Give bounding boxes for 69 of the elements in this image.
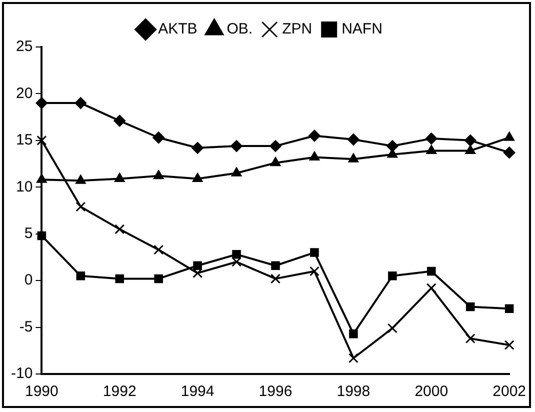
point (270, 140, 282, 152)
point (153, 170, 164, 180)
point (386, 140, 398, 152)
x-tick-label: 1996 (258, 383, 292, 400)
point (232, 256, 242, 267)
point (192, 172, 203, 182)
point (114, 172, 125, 182)
point (349, 329, 358, 338)
point (114, 224, 125, 234)
point (310, 248, 319, 257)
y-tick-label: 5 (24, 225, 33, 242)
point (426, 144, 437, 154)
point (465, 144, 476, 154)
point (464, 134, 476, 146)
point (114, 114, 126, 127)
point (231, 167, 242, 176)
x-tick-label: 1998 (336, 383, 370, 400)
legend-label: NAFN (342, 20, 382, 38)
y-tick-label: -5 (19, 318, 33, 336)
y-tick-label: 15 (16, 132, 33, 149)
x-tick-label: 1994 (180, 383, 214, 400)
point (347, 133, 360, 146)
y-tick-label: 0 (24, 272, 33, 289)
x-tick-label: 2000 (414, 383, 448, 400)
y-tick-label: -10 (10, 365, 33, 382)
point (36, 97, 48, 110)
point (270, 156, 281, 166)
point (232, 250, 241, 259)
point (309, 266, 320, 276)
point (230, 140, 243, 152)
point (466, 302, 475, 312)
point (154, 244, 164, 255)
point (388, 272, 397, 280)
point (425, 132, 438, 145)
point (36, 135, 47, 146)
point (504, 304, 514, 313)
point (193, 261, 202, 270)
x-tick-label: 2002 (492, 383, 526, 400)
point (348, 153, 359, 162)
point (426, 283, 436, 294)
point (270, 274, 280, 284)
point (465, 334, 476, 344)
point (503, 146, 516, 159)
legend-label: ZPN (282, 20, 312, 38)
point (76, 272, 86, 280)
x-tick-label: 1990 (24, 383, 58, 400)
point (152, 132, 165, 144)
point (504, 132, 515, 141)
point (308, 130, 320, 142)
point (74, 97, 87, 110)
y-tick-label: 20 (16, 84, 33, 102)
point (348, 353, 358, 364)
legend-label: OB. (226, 20, 253, 38)
point (192, 142, 204, 154)
point (309, 151, 320, 160)
point (115, 274, 124, 284)
point (504, 340, 514, 350)
point (154, 274, 163, 284)
point (192, 268, 203, 278)
legend-label: AKTB (158, 20, 198, 38)
y-tick-label: 25 (16, 38, 33, 56)
point (387, 323, 398, 334)
y-tick-label: 10 (16, 178, 33, 196)
point (36, 174, 47, 183)
point (75, 174, 86, 184)
x-tick-label: 1992 (102, 383, 136, 400)
point (426, 266, 436, 276)
point (76, 202, 86, 212)
point (271, 261, 280, 270)
